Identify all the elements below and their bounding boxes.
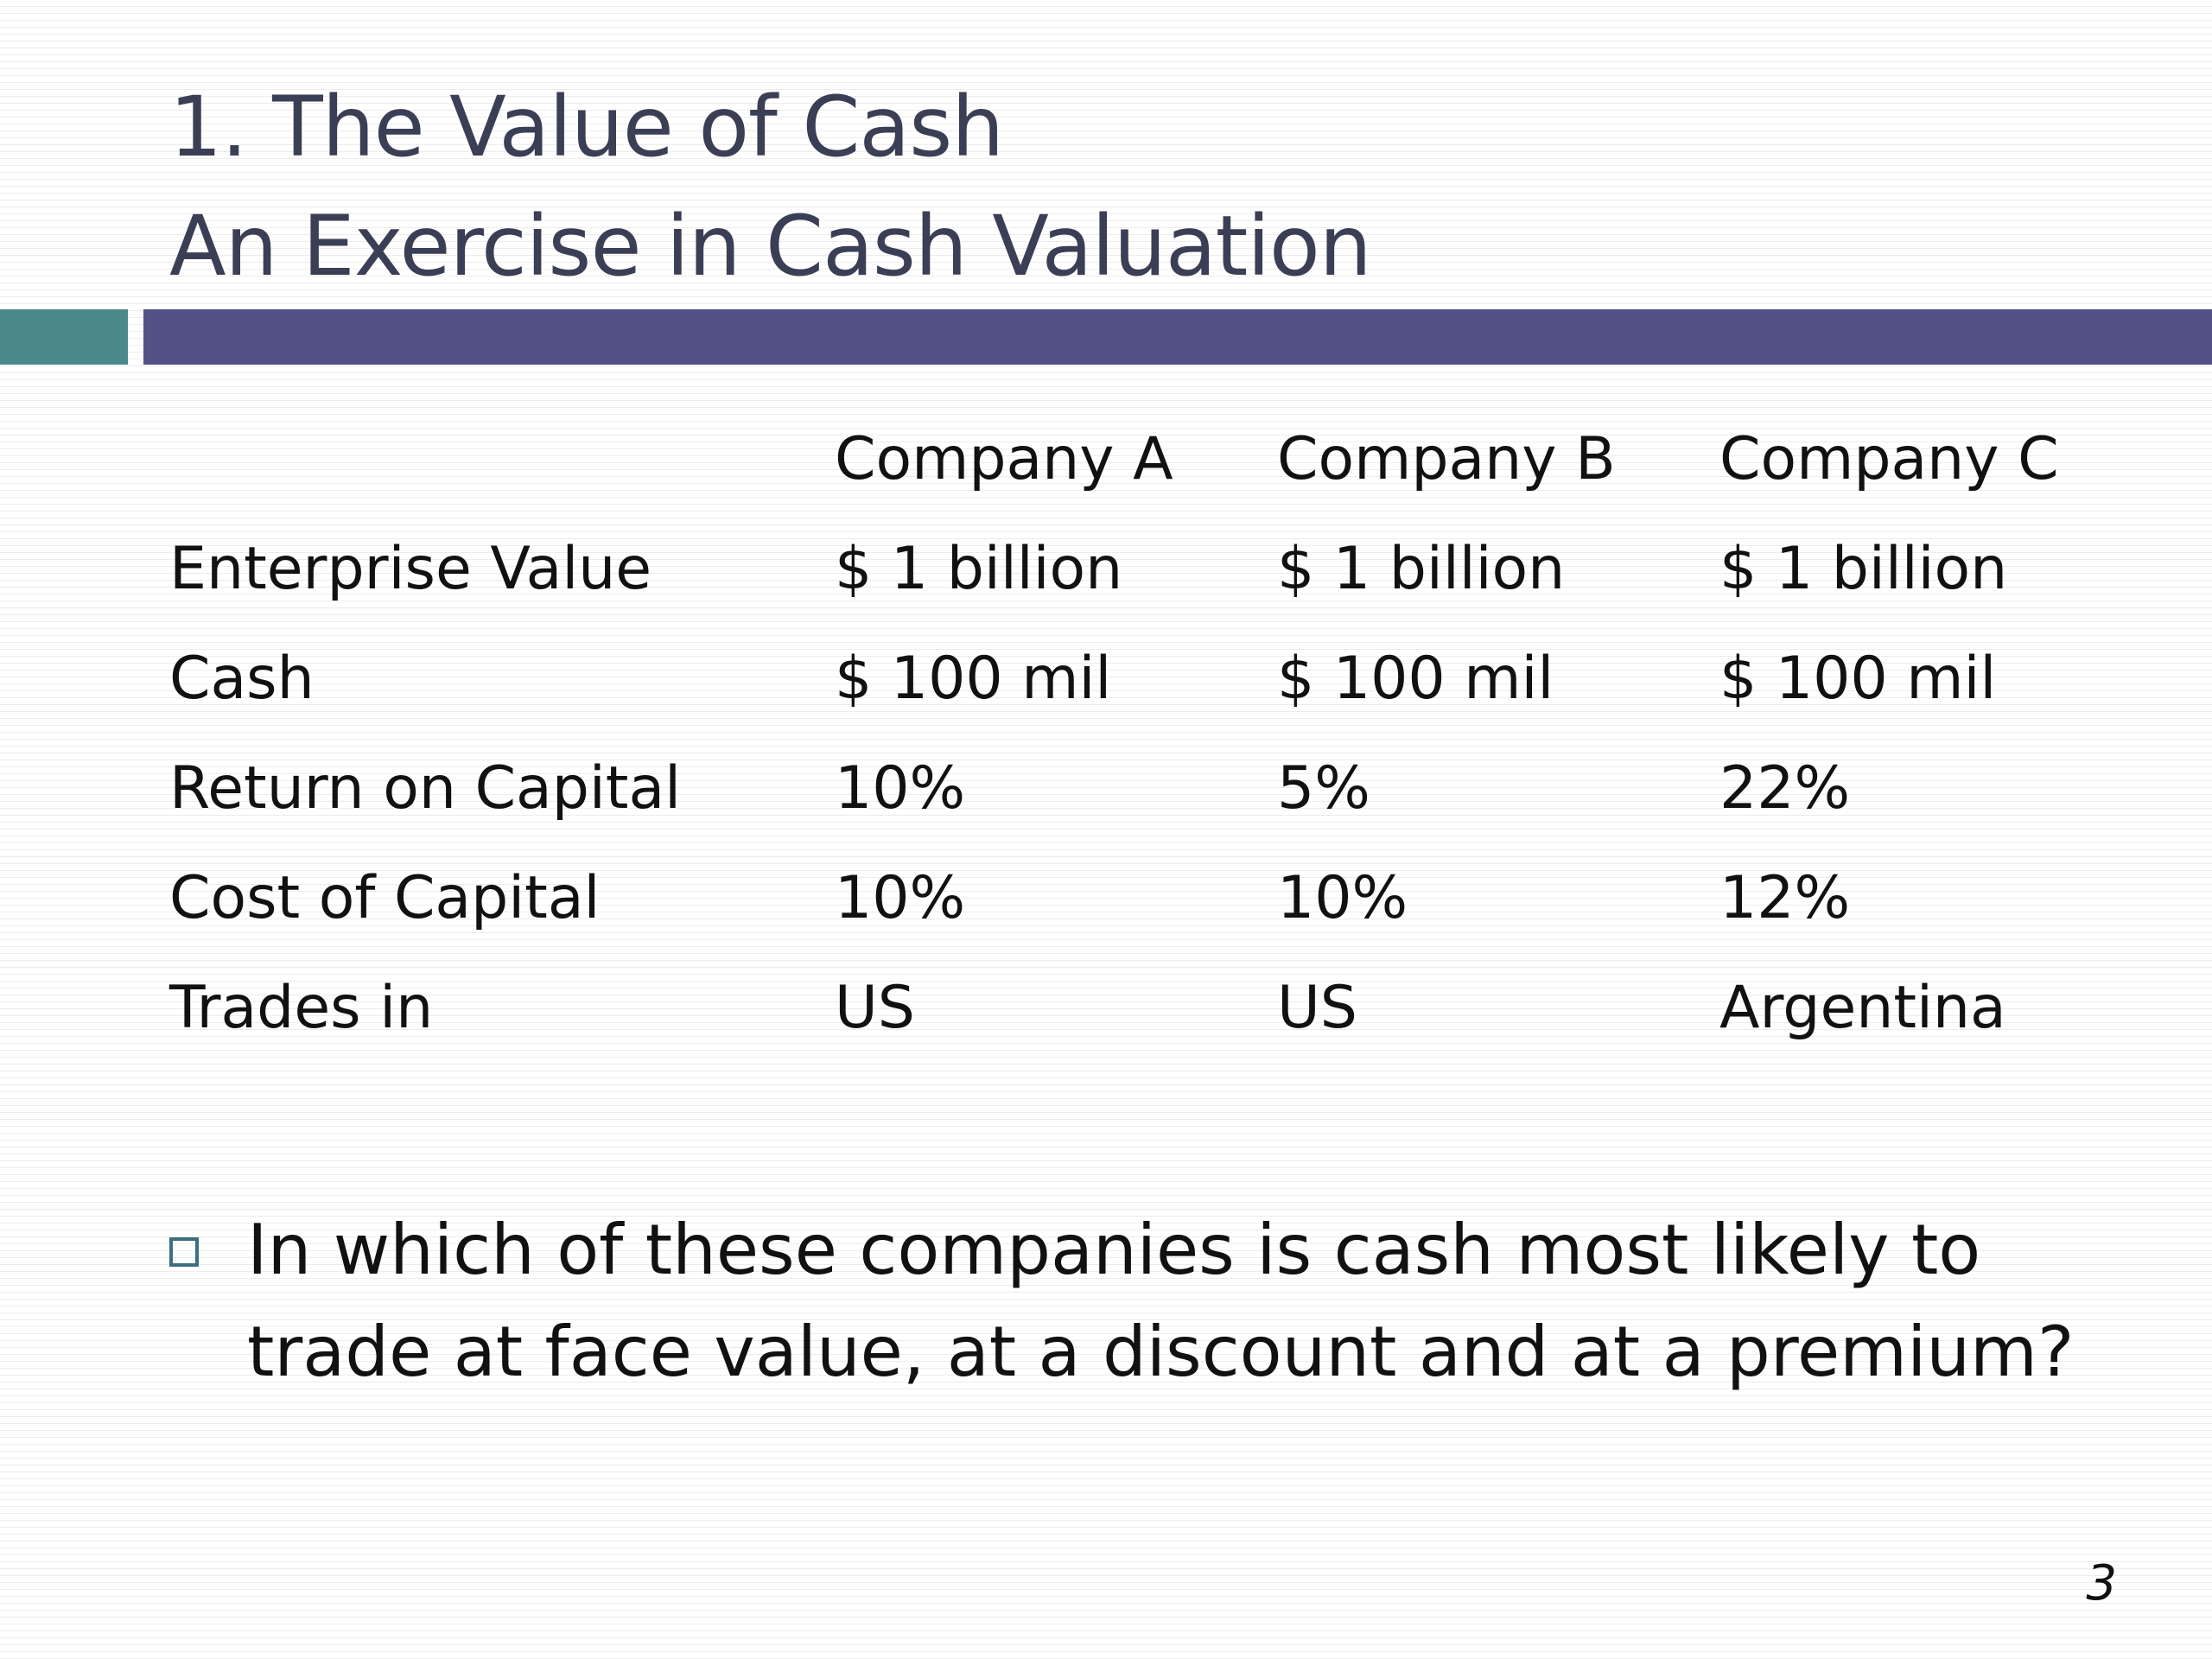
- row-label: Cash: [169, 645, 315, 713]
- table-cell: $ 100 mil: [835, 645, 1112, 713]
- row-label: Cost of Capital: [169, 864, 601, 932]
- accent-bar-purple: [143, 309, 2212, 365]
- table-row: Cash $ 100 mil $ 100 mil $ 100 mil: [169, 624, 2100, 734]
- slide-title: 1. The Value of Cash An Exercise in Cash…: [169, 67, 2070, 306]
- bullet-item: In which of these companies is cash most…: [169, 1199, 2113, 1403]
- bullet-text-line-1: In which of these companies is cash most…: [247, 1210, 1981, 1290]
- table-header-company-b: Company B: [1277, 425, 1616, 493]
- table-cell: $ 1 billion: [1277, 535, 1566, 603]
- table-header-company-a: Company A: [835, 425, 1173, 493]
- table-row: Cost of Capital 10% 10% 12%: [169, 843, 2100, 953]
- bullet-text-line-2: trade at face value, at a discount and a…: [247, 1312, 2075, 1392]
- table-cell: $ 100 mil: [1719, 645, 1997, 713]
- table-header-empty: [169, 404, 835, 514]
- table-cell: $ 1 billion: [835, 535, 1123, 603]
- table-row: Trades in US US Argentina: [169, 953, 2100, 1063]
- table-cell: 22%: [1719, 754, 1851, 823]
- table-row: Enterprise Value $ 1 billion $ 1 billion…: [169, 514, 2100, 624]
- table-cell: US: [1277, 974, 1357, 1042]
- table-cell: 10%: [835, 754, 966, 823]
- square-bullet-icon: [169, 1237, 199, 1267]
- table-cell: 10%: [835, 864, 966, 932]
- cash-valuation-table: Company A Company B Company C Enterprise…: [169, 404, 2100, 1063]
- table-cell: US: [835, 974, 915, 1042]
- table-cell: 12%: [1719, 864, 1851, 932]
- slide-number: 3: [2086, 1555, 2117, 1611]
- row-label: Trades in: [169, 974, 434, 1042]
- table-header-company-c: Company C: [1719, 425, 2059, 493]
- table-cell: 10%: [1277, 864, 1408, 932]
- table-cell: Argentina: [1719, 974, 2006, 1042]
- row-label: Enterprise Value: [169, 535, 652, 603]
- table-row: Return on Capital 10% 5% 22%: [169, 734, 2100, 843]
- row-label: Return on Capital: [169, 754, 682, 823]
- slide-title-line-2: An Exercise in Cash Valuation: [169, 198, 1372, 295]
- table-cell: 5%: [1277, 754, 1370, 823]
- slide-title-line-1: 1. The Value of Cash: [169, 79, 1004, 175]
- table-cell: $ 1 billion: [1719, 535, 2008, 603]
- table-cell: $ 100 mil: [1277, 645, 1554, 713]
- table-header-row: Company A Company B Company C: [169, 404, 2100, 514]
- bullet-text: In which of these companies is cash most…: [247, 1199, 2113, 1403]
- accent-bar-teal: [0, 309, 128, 365]
